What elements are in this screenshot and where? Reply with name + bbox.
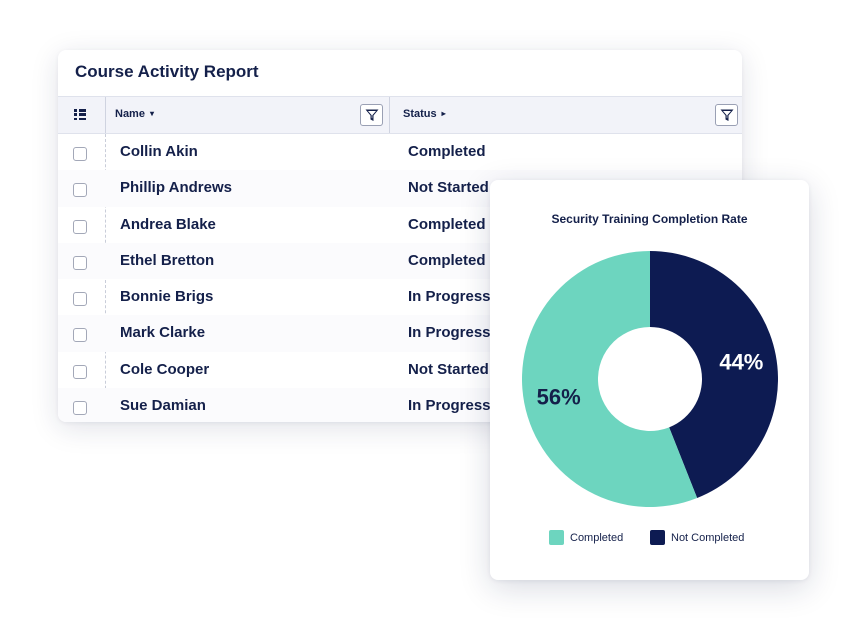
legend-label: Completed: [570, 532, 624, 544]
name-cell: Mark Clarke: [120, 324, 206, 342]
completion-rate-chart-card: Security Training Completion Rate 44% 56%…: [490, 180, 809, 580]
legend-swatch: [549, 530, 564, 545]
status-cell: Not Started: [408, 360, 489, 378]
table-row[interactable]: Andrea Blake Completed: [58, 207, 742, 243]
legend-label: Not Completed: [671, 532, 745, 544]
data-label-not-completed: 44%: [719, 350, 763, 375]
column-divider: [389, 97, 390, 133]
filter-icon: [720, 109, 733, 121]
list-icon: [74, 109, 86, 120]
status-cell: In Progress: [408, 324, 491, 342]
sort-down-icon: ▾: [149, 109, 154, 118]
status-cell: Completed: [408, 215, 486, 233]
table-row[interactable]: Collin Akin Completed: [58, 134, 742, 170]
table-header: Name ▾ Status ▸: [58, 96, 742, 134]
donut-slice-completed: [522, 251, 698, 507]
status-cell: Completed: [408, 143, 486, 160]
filter-icon: [365, 109, 378, 121]
donut-chart: 44% 56%: [522, 251, 778, 507]
status-cell: In Progress: [408, 288, 491, 306]
status-column-header[interactable]: Status ▸: [403, 108, 446, 120]
row-checkbox[interactable]: [73, 255, 87, 270]
status-column-label: Status: [403, 108, 437, 120]
table-row[interactable]: Bonnie Brigs In Progress: [58, 279, 742, 315]
row-checkbox[interactable]: [73, 292, 87, 307]
column-chooser[interactable]: [58, 97, 105, 133]
donut-slice-not-completed: [650, 251, 778, 499]
status-filter-button[interactable]: [715, 104, 738, 126]
status-cell: Not Started: [408, 179, 489, 197]
name-cell: Collin Akin: [120, 143, 198, 160]
name-cell: Bonnie Brigs: [120, 288, 214, 306]
name-cell: Cole Cooper: [120, 360, 210, 378]
name-column-header[interactable]: Name ▾: [115, 108, 154, 120]
data-label-completed: 56%: [537, 384, 581, 409]
row-checkbox[interactable]: [73, 328, 87, 343]
status-cell: In Progress: [408, 397, 491, 415]
row-checkbox[interactable]: [73, 219, 87, 234]
table-row[interactable]: Cole Cooper Not Started: [58, 352, 742, 388]
name-column-label: Name: [115, 108, 145, 120]
row-checkbox[interactable]: [73, 147, 87, 161]
chart-title: Security Training Completion Rate: [551, 212, 748, 226]
name-filter-button[interactable]: [360, 104, 383, 126]
status-cell: Completed: [408, 251, 486, 269]
legend-item-not-completed: Not Completed: [650, 530, 744, 545]
row-checkbox[interactable]: [73, 364, 87, 379]
row-checkbox[interactable]: [73, 401, 87, 416]
name-cell: Ethel Bretton: [120, 251, 215, 269]
sort-right-icon: ▸: [441, 109, 446, 118]
name-cell: Phillip Andrews: [120, 179, 232, 197]
name-cell: Andrea Blake: [120, 215, 216, 233]
report-title: Course Activity Report: [75, 62, 259, 81]
column-divider: [105, 97, 106, 133]
row-checkbox[interactable]: [73, 183, 87, 198]
legend-swatch: [650, 530, 665, 545]
name-cell: Sue Damian: [120, 397, 206, 415]
legend-item-completed: Completed: [549, 530, 623, 545]
